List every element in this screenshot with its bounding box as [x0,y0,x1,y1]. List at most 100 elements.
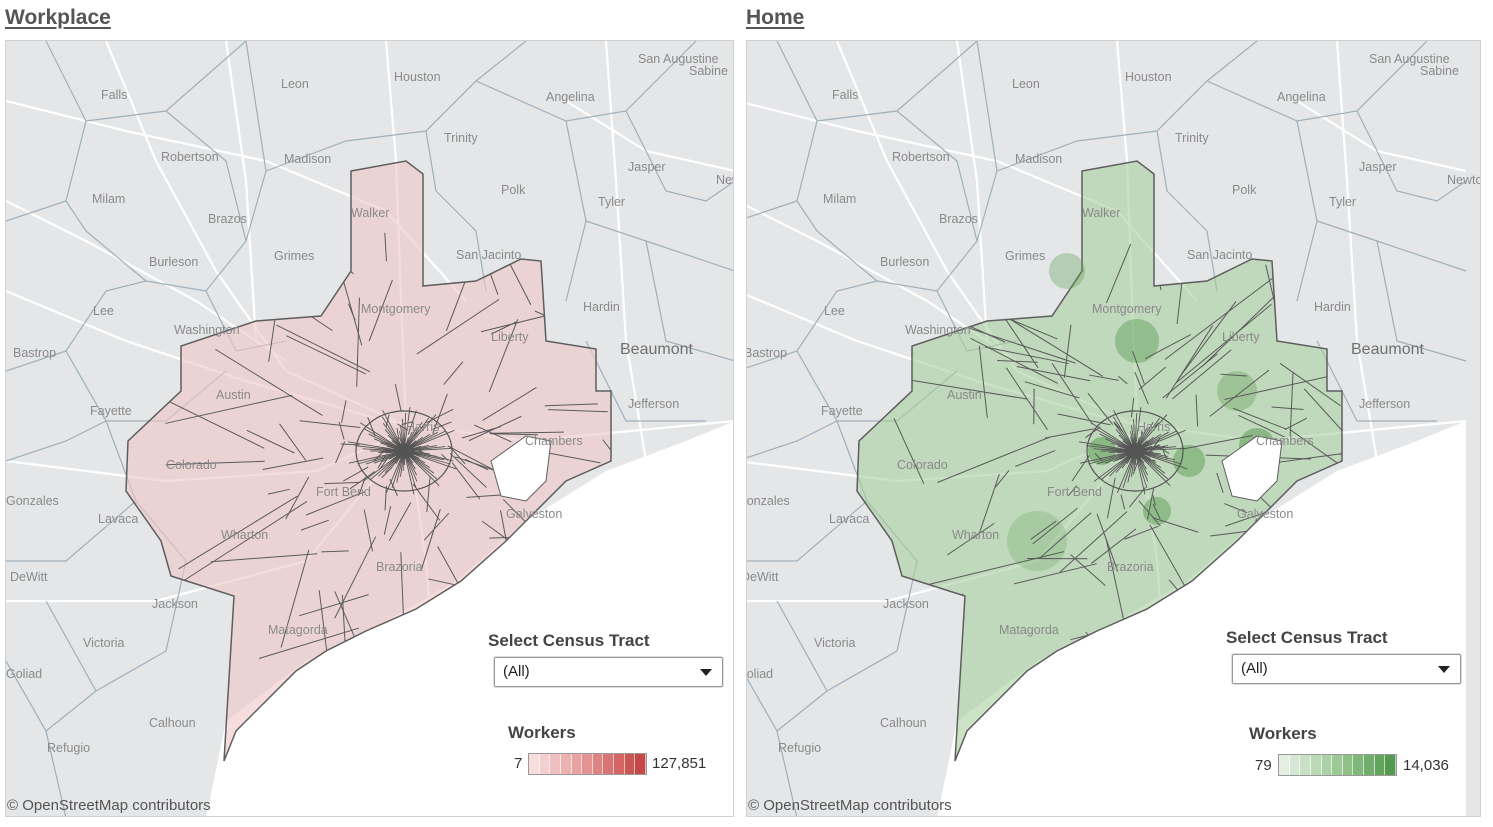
tract-boundary [383,506,392,535]
legend-swatch [1279,755,1290,775]
census-tract-dropdown[interactable]: (All) [494,657,723,687]
legend-max: 14,036 [1403,757,1449,774]
workplace-map[interactable]: Falls Leon Houston San Augustine Angelina Sab… [5,40,734,817]
census-tract-dropdown[interactable]: (All) [1232,654,1461,684]
legend-swatch [1342,755,1354,775]
tract-boundary [1284,417,1308,431]
county-label: Burleson [149,255,198,269]
tract-boundary [384,485,387,511]
tract-boundary [377,454,387,469]
tract-boundary [348,450,405,464]
legend-swatch [635,754,647,774]
tract-boundary [1145,334,1192,360]
map-attribution[interactable]: © OpenStreetMap contributors [748,797,952,814]
map-attribution[interactable]: © OpenStreetMap contributors [7,797,211,814]
tract-boundary [1154,422,1160,428]
legend-swatch [529,754,540,774]
tract-boundary [321,550,349,553]
county-boundary [6,660,67,816]
tract-boundary [299,594,369,617]
county-boundary [645,240,733,362]
legend-swatch [1332,755,1343,775]
tract-boundary [896,377,1027,400]
county-label: Burleson [880,255,929,269]
county-label: Gonzales [6,494,59,508]
county-label: DeWitt [747,570,779,584]
tract-boundary [407,410,417,435]
tract-boundary [1238,414,1285,438]
legend-swatch [624,754,636,774]
tract-boundary [285,476,310,520]
legend-swatch [582,754,593,774]
tract-boundary [1224,503,1248,514]
county-boundary [1316,340,1437,422]
legend-swatch [614,754,625,774]
county-label: Montgomery [361,302,431,316]
county-label: Falls [832,88,858,102]
tract-boundary [1224,376,1329,401]
road-line [955,41,989,342]
dropdown-value: (All) [503,663,530,680]
tract-boundary [1112,416,1136,452]
tract-boundary [403,447,454,452]
tract-boundary [1134,450,1182,465]
tract-boundary [1087,392,1114,425]
county-label: Harris [1137,420,1170,434]
county-boundary [585,340,706,422]
tract-boundary [340,271,363,346]
tract-boundary [215,348,323,416]
tract-boundary [1132,350,1145,385]
tract-boundary [1172,349,1232,400]
county-boundary [1156,130,1218,292]
county-label: Fayette [821,404,863,418]
county-label: Fort Bend [316,485,371,499]
tract-boundary [1132,461,1139,475]
legend-swatch [539,754,551,774]
tract-boundary [1303,388,1342,437]
home-map[interactable]: Falls Leon Houston San Augustine Angelina Sab… [746,40,1481,817]
tract-shade [1143,497,1171,525]
county-label: Brazoria [1107,560,1154,574]
tract-boundary [401,421,413,426]
county-label: Bastrop [13,346,56,360]
county-label: Galveston [1237,507,1293,521]
legend-swatch [1374,755,1386,775]
county-label: Hardin [583,300,620,314]
county-boundary [425,130,487,292]
tract-boundary [157,395,265,449]
tract-boundary [1271,406,1304,411]
legend-swatch [1310,755,1322,775]
county-label: Wharton [952,528,999,542]
tract-boundary [466,494,501,498]
tract-boundary [1130,397,1135,418]
tract-boundary [492,431,564,434]
tract-boundary [1134,450,1171,486]
tract-boundary [447,445,500,474]
tract-boundary [441,453,449,461]
county-label: Montgomery [1092,302,1162,316]
tract-boundary [1122,450,1136,489]
county-label: Austin [947,388,982,402]
tract-boundary [403,417,430,452]
county-boundary [776,600,828,692]
tract-boundary [356,297,360,387]
legend-swatch [592,754,604,774]
road-line [604,41,658,522]
tract-boundary [403,450,440,486]
tract-boundary [978,345,988,419]
county-label: Lee [824,304,845,318]
tract-boundary [258,627,360,660]
tract-boundary [367,416,376,437]
home-map-canvas[interactable]: Falls Leon Houston San Augustine Angelina Sab… [747,41,1481,817]
tract-boundary [1134,447,1185,452]
tract-boundary [402,418,405,452]
tract-boundary [997,360,1038,363]
tract-boundary [979,473,1000,533]
tract-boundary [403,429,455,452]
workplace-map-canvas[interactable]: Falls Leon Houston San Augustine Angelina Sab… [6,41,734,817]
county-boundary [747,420,838,459]
county-boundary [747,41,818,219]
tract-boundary [338,421,345,440]
tract-boundary [306,491,366,516]
county-label: Leon [281,77,309,91]
